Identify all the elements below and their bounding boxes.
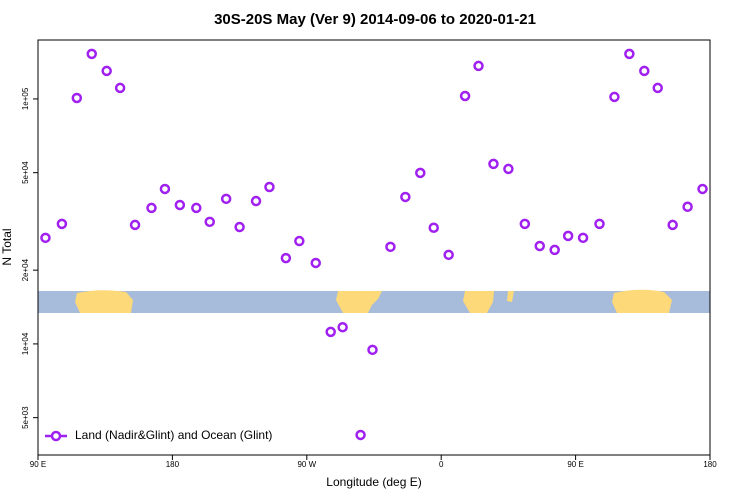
point [473, 60, 484, 72]
point [56, 218, 68, 230]
point [459, 90, 471, 102]
chart-title: 30S-20S May (Ver 9) 2014-09-06 to 2020-0… [214, 11, 536, 28]
point [40, 232, 51, 244]
point [534, 240, 546, 252]
point [174, 199, 186, 211]
point [355, 429, 366, 441]
point [488, 158, 499, 170]
point [503, 163, 514, 175]
point [415, 167, 426, 179]
point [220, 193, 232, 205]
point [639, 65, 650, 77]
point [129, 219, 141, 231]
x-tick-label: 180 [703, 460, 717, 469]
legend-marker [50, 430, 62, 442]
point [652, 82, 663, 94]
point [86, 48, 98, 60]
point [234, 221, 245, 233]
point [519, 218, 531, 230]
point [562, 230, 574, 242]
y-tick-label: 5e+04 [21, 161, 30, 184]
point [310, 257, 322, 269]
y-tick-label: 5e+03 [21, 406, 30, 429]
x-tick-label: 0 [439, 460, 444, 469]
point [385, 241, 396, 253]
x-tick-label: 90 W [297, 460, 316, 469]
point [624, 48, 635, 60]
point [337, 321, 348, 333]
point [101, 65, 112, 77]
y-tick-label: 2e+04 [21, 258, 30, 281]
point [549, 244, 560, 256]
plot-frame [37, 39, 711, 456]
point [443, 249, 454, 261]
point [367, 344, 378, 356]
point [159, 183, 171, 195]
legend-label: Land (Nadir&Glint) and Ocean (Glint) [75, 428, 272, 442]
point [577, 232, 589, 244]
map-strip [38, 289, 710, 313]
point [264, 181, 275, 193]
x-tick-label: 180 [166, 460, 180, 469]
point [325, 326, 336, 338]
point [294, 235, 305, 247]
x-tick-label: 90 E [30, 460, 46, 469]
point [250, 195, 262, 207]
point [114, 82, 126, 94]
point [428, 222, 439, 233]
y-tick-label: 1e+05 [21, 87, 30, 110]
point [594, 218, 605, 230]
point [191, 202, 202, 214]
y-axis-label: N Total [0, 228, 14, 265]
point [280, 252, 292, 264]
x-axis-label: Longitude (deg E) [326, 475, 421, 489]
point [609, 91, 620, 103]
x-tick-label: 90 E [567, 460, 583, 469]
point [400, 191, 411, 203]
point [204, 216, 215, 228]
point [667, 219, 678, 231]
point [682, 201, 693, 212]
y-tick-label: 1e+04 [21, 332, 30, 355]
point [71, 92, 83, 104]
point [146, 202, 157, 214]
point [697, 183, 708, 195]
